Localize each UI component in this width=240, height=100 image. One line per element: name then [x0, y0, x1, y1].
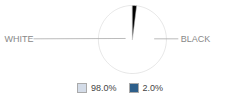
- svg-text:BLACK: BLACK: [181, 34, 211, 44]
- html-text:98.0%: 98.0%: [91, 83, 117, 93]
- svg-text:WHITE: WHITE: [5, 34, 34, 44]
- html-text:2.0%: 2.0%: [142, 83, 163, 93]
